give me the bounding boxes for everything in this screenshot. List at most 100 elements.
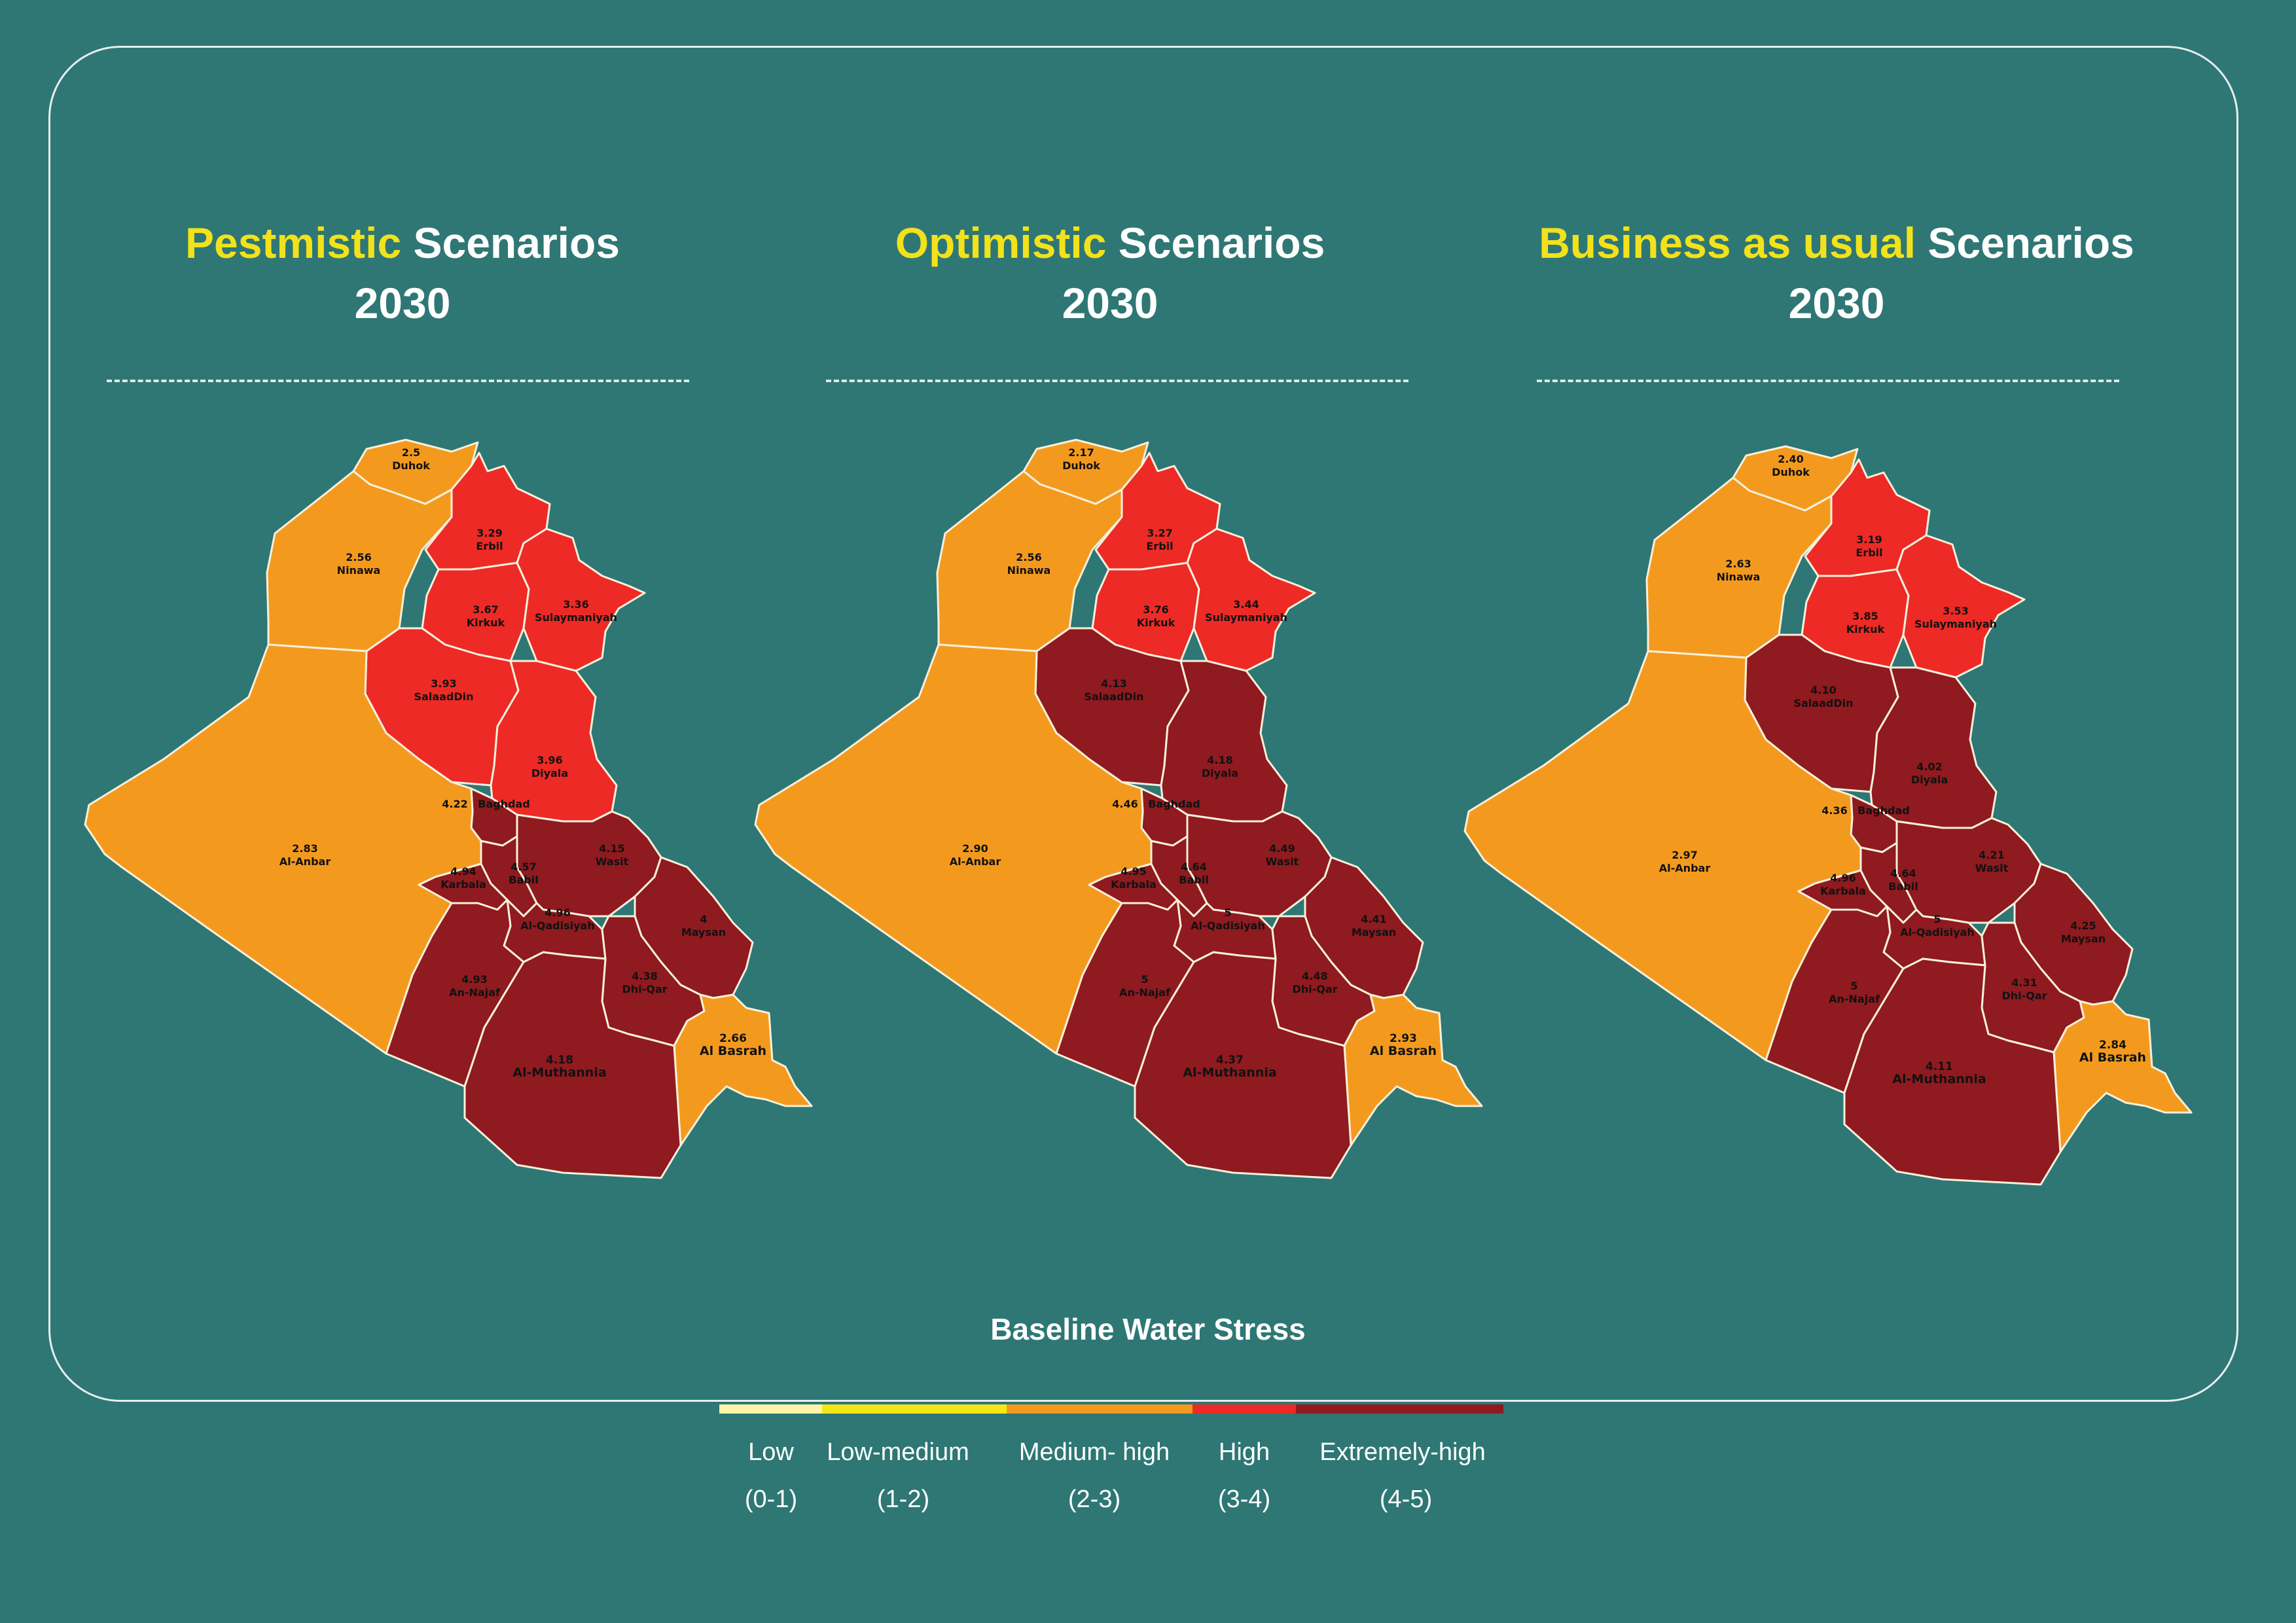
region-name: Sulaymaniyah bbox=[1914, 618, 1997, 630]
region-name: Maysan bbox=[2061, 933, 2106, 945]
region-name: Maysan bbox=[681, 926, 726, 938]
region-value: 2.17 bbox=[1068, 446, 1094, 459]
region-value: 3.85 bbox=[1852, 610, 1878, 622]
region-an-najaf bbox=[1055, 899, 1195, 1088]
region-value: 2.90 bbox=[962, 842, 988, 855]
title-rest: Scenarios bbox=[1928, 219, 2134, 267]
panel-divider bbox=[1537, 380, 2119, 382]
region-value: 2.56 bbox=[1016, 551, 1041, 563]
region-name: Baghdad bbox=[1148, 798, 1200, 810]
region-value: 3.96 bbox=[537, 754, 562, 766]
legend-label-extremely-high: Extremely-high bbox=[1319, 1438, 1486, 1466]
region-value: 4.48 bbox=[1302, 970, 1327, 982]
region-name: SalaadDin bbox=[1084, 690, 1143, 703]
region-name: Ninawa bbox=[337, 564, 381, 577]
region-value: 4.57 bbox=[511, 861, 536, 873]
region-name: Erbil bbox=[1146, 540, 1173, 552]
region-name: Al-Qadisiyah bbox=[1900, 926, 1974, 938]
region-value: 4.46 bbox=[1112, 798, 1138, 810]
legend-label-medium-high: Medium- high bbox=[1018, 1438, 1170, 1466]
region-name: Maysan bbox=[1352, 926, 1396, 938]
title-rest: Scenarios bbox=[413, 219, 620, 267]
region-value: 3.44 bbox=[1233, 598, 1259, 611]
region-value: 3.76 bbox=[1143, 603, 1168, 616]
region-value: 5 bbox=[1850, 980, 1857, 992]
region-value: 4.37 bbox=[1216, 1054, 1244, 1067]
region-name: Duhok bbox=[392, 459, 430, 472]
region-value: 4.96 bbox=[545, 906, 570, 919]
region-name: Kirkuk bbox=[1137, 616, 1175, 629]
region-name: Al-Muthannia bbox=[512, 1065, 606, 1080]
region-name: Dhi-Qar bbox=[1292, 983, 1337, 995]
region-name: Erbil bbox=[476, 540, 503, 552]
legend-range-high: (3-4) bbox=[1217, 1486, 1271, 1513]
region-value: 4.38 bbox=[632, 970, 657, 982]
region-name: Al Basrah bbox=[1370, 1044, 1437, 1058]
region-name: Al Basrah bbox=[2079, 1050, 2146, 1065]
region-name: Al-Anbar bbox=[1659, 862, 1711, 874]
region-name: Duhok bbox=[1062, 459, 1100, 472]
region-sulaymaniyah bbox=[1895, 534, 2026, 679]
legend-swatch-extremely-high bbox=[1296, 1404, 1503, 1414]
region-name: Sulaymaniyah bbox=[1205, 611, 1287, 624]
region-value: 2.84 bbox=[2099, 1039, 2126, 1052]
panel-divider bbox=[826, 380, 1408, 382]
legend-range-low-medium: (1-2) bbox=[876, 1486, 930, 1513]
region-name: Wasit bbox=[1266, 855, 1299, 868]
region-name: Babil bbox=[509, 874, 538, 886]
region-value: 5 bbox=[1141, 973, 1148, 986]
title-year: 2030 bbox=[354, 279, 451, 327]
region-value: 4.13 bbox=[1101, 677, 1126, 690]
region-name: SalaadDin bbox=[1793, 697, 1853, 709]
legend-label-high: High bbox=[1218, 1438, 1270, 1466]
region-name: Ninawa bbox=[1007, 564, 1051, 577]
region-name: An-Najaf bbox=[449, 986, 501, 999]
region-value: 4.15 bbox=[599, 842, 624, 855]
region-name: Babil bbox=[1179, 874, 1208, 886]
region-name: Wasit bbox=[596, 855, 629, 868]
region-value: 4.49 bbox=[1269, 842, 1295, 855]
region-value: 3.67 bbox=[473, 603, 498, 616]
region-value: 4.18 bbox=[546, 1054, 573, 1067]
title-highlight: Business as usual bbox=[1539, 219, 1916, 267]
region-al-muthannia bbox=[463, 951, 682, 1179]
region-name: Dhi-Qar bbox=[2001, 990, 2047, 1002]
region-value: 3.27 bbox=[1147, 527, 1172, 539]
region-name: Al-Anbar bbox=[950, 855, 1001, 868]
region-value: 5 bbox=[1933, 913, 1941, 925]
region-value: 4.18 bbox=[1207, 754, 1232, 766]
region-name: An-Najaf bbox=[1119, 986, 1171, 999]
region-value: 4.64 bbox=[1181, 861, 1206, 873]
region-value: 4.22 bbox=[442, 798, 467, 810]
region-name: Al-Qadisiyah bbox=[1191, 919, 1265, 932]
region-value: 2.40 bbox=[1778, 453, 1803, 465]
region-value: 3.93 bbox=[431, 677, 456, 690]
region-name: Sulaymaniyah bbox=[535, 611, 617, 624]
region-name: Baghdad bbox=[1857, 804, 1910, 817]
region-name: Duhok bbox=[1772, 466, 1810, 478]
panel-title-business-as-usual: Business as usual Scenarios 2030 bbox=[1509, 213, 2164, 333]
region-name: Babil bbox=[1888, 880, 1918, 893]
region-name: Wasit bbox=[1975, 862, 2009, 874]
region-value: 3.19 bbox=[1856, 533, 1882, 546]
region-value: 4.96 bbox=[1830, 872, 1856, 884]
region-name: Dhi-Qar bbox=[622, 983, 667, 995]
legend-range-medium-high: (2-3) bbox=[1067, 1486, 1121, 1513]
region-sulaymaniyah bbox=[516, 527, 646, 672]
region-value: 2.83 bbox=[292, 842, 317, 855]
panel-frame bbox=[48, 46, 2238, 1402]
region-an-najaf bbox=[385, 899, 525, 1088]
region-name: Karbala bbox=[1820, 885, 1866, 897]
region-name: Al Basrah bbox=[700, 1044, 766, 1058]
region-al-muthannia bbox=[1843, 957, 2062, 1186]
region-value: 4.93 bbox=[461, 973, 487, 986]
legend-range-low: (0-1) bbox=[744, 1486, 798, 1513]
panel-title-pessimistic: Pestmistic Scenarios 2030 bbox=[75, 213, 730, 333]
region-al-basrah bbox=[2053, 1000, 2193, 1153]
region-value: 2.5 bbox=[402, 446, 420, 459]
region-value: 4.94 bbox=[450, 865, 476, 878]
region-name: Al-Muthannia bbox=[1892, 1072, 1986, 1086]
panel-title-optimistic: Optimistic Scenarios 2030 bbox=[783, 213, 1437, 333]
